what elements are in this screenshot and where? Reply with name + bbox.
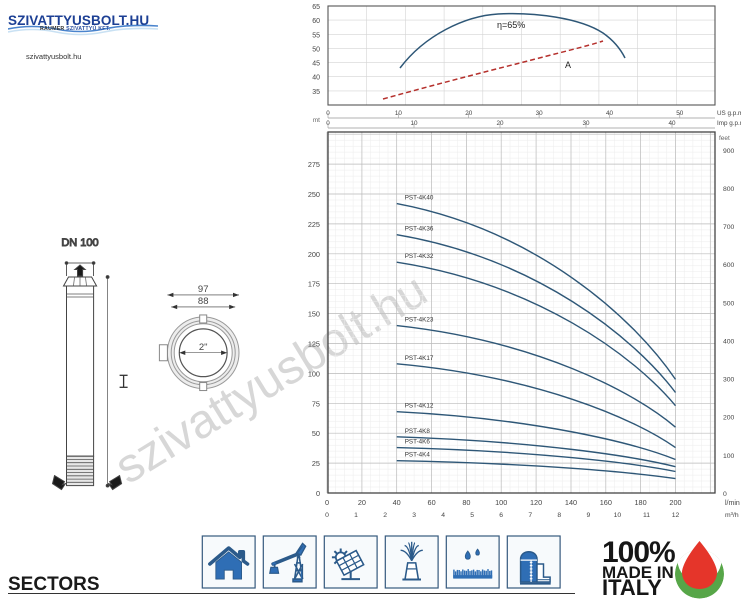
- svg-text:SECTORS: SECTORS: [8, 574, 100, 595]
- svg-text:ITALY: ITALY: [602, 575, 662, 600]
